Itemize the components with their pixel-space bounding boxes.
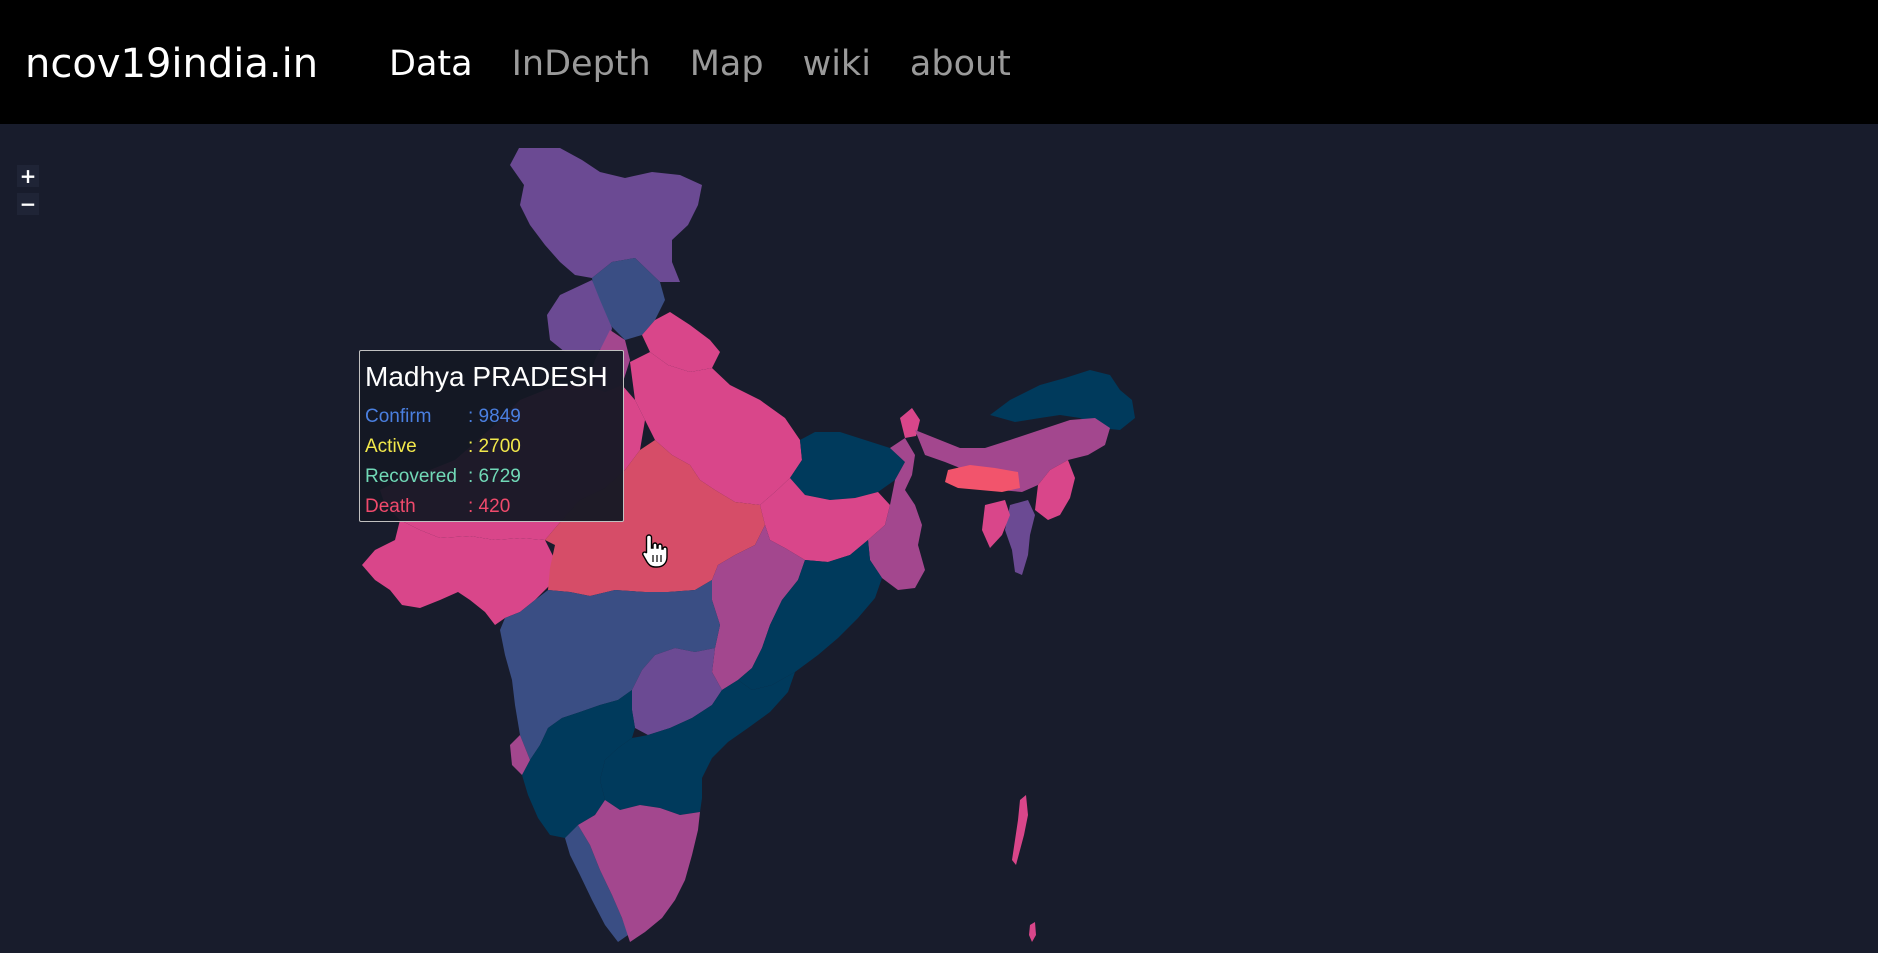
tooltip-value-active: : 2700 [468, 436, 521, 457]
tooltip-row-recovered: Recovered : 6729 [365, 466, 521, 488]
region-punjab[interactable] [547, 280, 612, 352]
region-gujarat[interactable] [362, 520, 555, 625]
tooltip-label-death: Death [365, 496, 416, 517]
region-nicobar-islands[interactable] [1029, 922, 1036, 942]
region-andhra-pradesh[interactable] [600, 672, 795, 815]
map-canvas[interactable] [0, 124, 1878, 953]
region-chhattisgarh[interactable] [712, 525, 805, 690]
region-meghalaya[interactable] [945, 465, 1020, 492]
region-jharkhand[interactable] [760, 478, 890, 562]
tooltip-row-confirm: Confirm : 9849 [365, 406, 521, 428]
region-mizoram[interactable] [1005, 500, 1035, 575]
region-tamil-nadu[interactable] [578, 800, 700, 942]
region-sikkim[interactable] [900, 408, 920, 438]
region-tripura[interactable] [982, 500, 1010, 548]
region-andaman-nicobar[interactable] [1012, 795, 1028, 865]
tooltip-value-recovered: : 6729 [468, 466, 521, 487]
region-jammu-kashmir[interactable] [510, 148, 702, 282]
region-west-bengal[interactable] [868, 438, 925, 590]
tooltip-title: Madhya PRADESH [365, 361, 608, 392]
zoom-controls: + − [17, 165, 39, 221]
nav-link-about[interactable]: about [909, 44, 1011, 84]
region-tooltip: Madhya PRADESH Confirm : 9849 Active : 270… [359, 350, 624, 522]
region-assam[interactable] [915, 418, 1110, 492]
hand-pointer-cursor-icon [642, 534, 668, 568]
region-uttar-pradesh[interactable] [630, 352, 802, 505]
tooltip-row-active: Active : 2700 [365, 436, 521, 458]
region-telangana[interactable] [632, 648, 722, 735]
nav-link-data[interactable]: Data [389, 44, 473, 84]
nav-link-wiki[interactable]: wiki [802, 44, 871, 84]
tooltip-label-recovered: Recovered [365, 466, 457, 487]
tooltip-value-death: : 420 [468, 496, 511, 517]
region-maharashtra[interactable] [500, 580, 720, 760]
tooltip-row-death: Death : 420 [365, 496, 510, 518]
nav-link-indepth[interactable]: InDepth [511, 44, 651, 84]
region-karnataka[interactable] [522, 690, 635, 838]
region-madhya-pradesh[interactable] [545, 440, 765, 596]
region-uttarakhand[interactable] [642, 312, 720, 372]
nav-link-map[interactable]: Map [689, 44, 764, 84]
region-odisha[interactable] [738, 540, 882, 690]
tooltip-label-active: Active [365, 436, 417, 457]
zoom-out-button[interactable]: − [17, 193, 39, 215]
region-bihar[interactable] [790, 432, 905, 500]
region-nagaland[interactable] [1035, 460, 1075, 520]
region-kerala[interactable] [565, 825, 628, 942]
zoom-in-button[interactable]: + [17, 165, 39, 187]
nav-links: Data InDepth Map wiki about [389, 38, 1050, 90]
tooltip-label-confirm: Confirm [365, 406, 432, 427]
region-goa[interactable] [510, 735, 530, 775]
tooltip-value-confirm: : 9849 [468, 406, 521, 427]
top-navbar: ncov19india.in Data InDepth Map wiki abo… [0, 0, 1878, 124]
region-himachal-pradesh[interactable] [592, 258, 665, 340]
region-arunachal-pradesh[interactable] [990, 370, 1135, 430]
brand-logo-link[interactable]: ncov19india.in [25, 41, 319, 87]
